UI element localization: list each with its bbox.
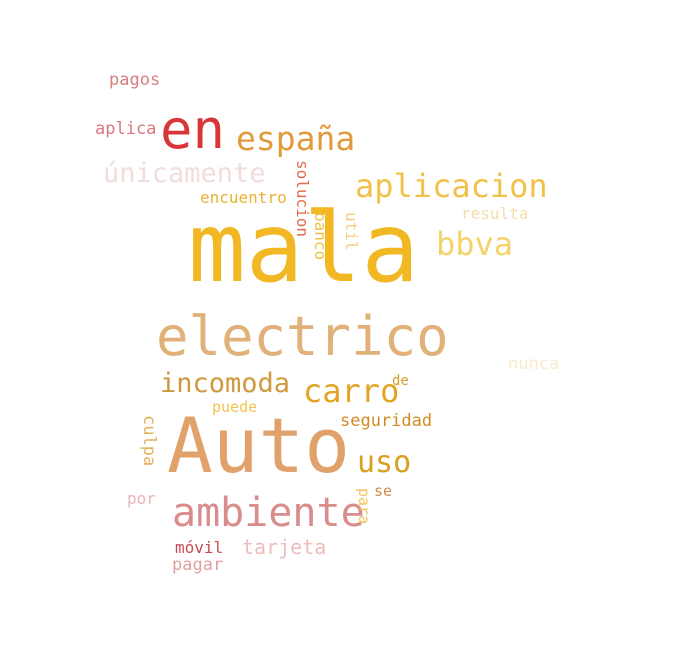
word-tarjeta: tarjeta xyxy=(242,535,327,559)
word-aplicacion: aplicacion xyxy=(355,167,548,205)
word-se: se xyxy=(374,482,393,500)
word-electrico: electrico xyxy=(156,305,449,368)
word-puede: puede xyxy=(212,398,258,416)
word-incomoda: incomoda xyxy=(160,368,291,399)
word-mala: mala xyxy=(188,192,420,304)
word-aplica: aplica xyxy=(95,119,157,139)
word-en: en xyxy=(160,98,226,161)
word-pagar: pagar xyxy=(172,555,224,575)
word-solucion: solucion xyxy=(293,160,312,238)
word-de: de xyxy=(392,373,409,389)
word-util: util xyxy=(342,212,361,251)
word-pagos: pagos xyxy=(109,70,161,90)
word-resulta: resulta xyxy=(461,204,529,223)
word-carro: carro xyxy=(303,372,400,410)
word-uso: uso xyxy=(357,445,412,480)
word-seguridad: seguridad xyxy=(340,411,433,431)
word-unicamente: únicamente xyxy=(103,158,266,189)
word-banco: banco xyxy=(311,212,330,261)
word-nunca: nunca xyxy=(508,354,560,374)
word-bbva: bbva xyxy=(436,225,514,263)
word-espana: españa xyxy=(236,119,356,158)
word-movil: móvil xyxy=(175,538,224,557)
word-para: para xyxy=(355,488,373,525)
word-auto: Auto xyxy=(167,401,351,490)
word-por: por xyxy=(127,489,156,508)
word-culpa: culpa xyxy=(139,415,159,467)
word-encuentro: encuentro xyxy=(200,188,287,207)
word-ambiente: ambiente xyxy=(172,490,365,536)
